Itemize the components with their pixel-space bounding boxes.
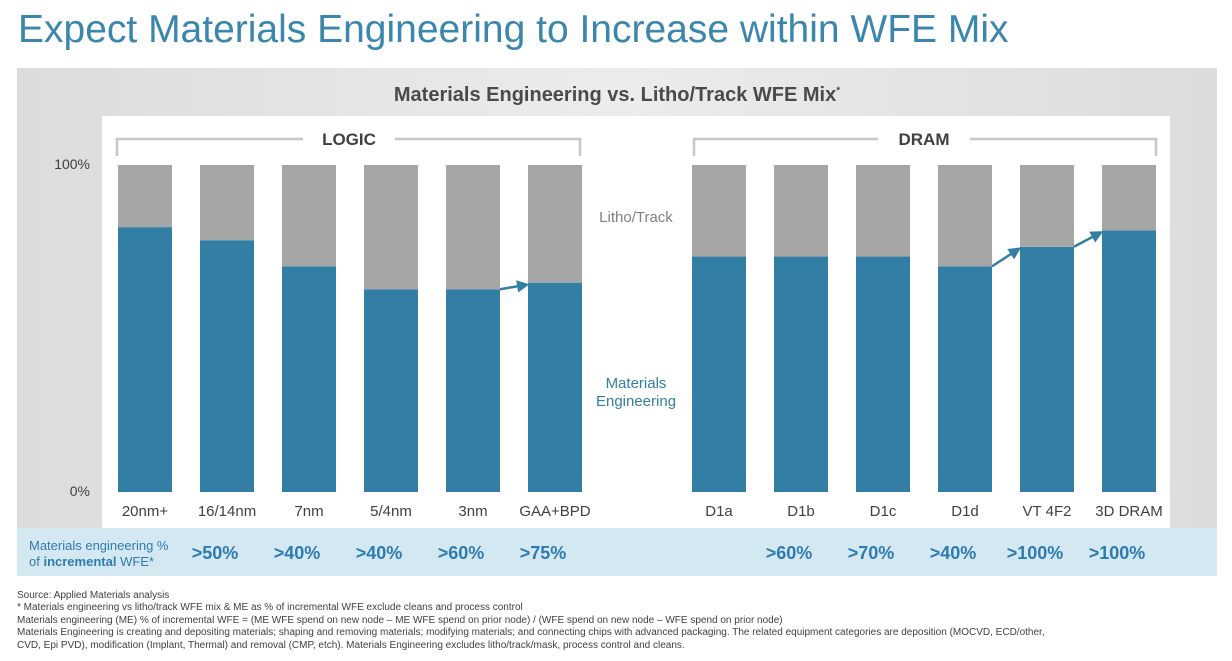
incremental-value: >100% [1089,543,1146,563]
incremental-value: >60% [438,543,485,563]
x-tick-label: D1a [705,503,733,520]
bar-litho-track [200,165,254,241]
bar-materials-engineering [692,256,746,492]
chart-title-text: Materials Engineering vs. Litho/Track WF… [393,84,837,106]
x-tick-label: 16/14nm [198,503,256,520]
incremental-row-label-part: of [29,554,43,569]
series-label-materials-engineering: Engineering [596,393,676,410]
incremental-value: >70% [848,543,895,563]
bar-litho-track [446,165,500,290]
bar-litho-track [938,165,992,267]
x-tick-label: 7nm [294,503,323,520]
group-bracket [115,137,582,156]
y-tick-label-100: 100% [54,156,90,172]
bar-materials-engineering [282,266,336,492]
footnote-definition-cont: CVD, Epi PVD), modification (Implant, Th… [17,639,685,651]
x-tick-label: 5/4nm [370,503,412,520]
incremental-row-label-part: WFE* [116,554,154,569]
footnote-definition: Materials Engineering is creating and de… [17,627,1045,639]
bar-litho-track [282,165,336,267]
incremental-row-label: of incremental WFE* [29,554,154,569]
chart-title-footnote-mark: * [836,85,841,97]
plot-area [102,116,1170,528]
trend-arrow [991,247,1022,268]
bar-litho-track [856,165,910,257]
bar-materials-engineering [938,266,992,492]
bar-materials-engineering [118,227,172,492]
incremental-value: >40% [930,543,977,563]
chart-title: Materials Engineering vs. Litho/Track WF… [0,84,1232,107]
x-tick-label: GAA+BPD [519,503,590,520]
x-tick-label: D1c [870,503,897,520]
bar-materials-engineering [1020,246,1074,492]
bar-materials-engineering [528,282,582,492]
x-tick-label: VT 4F2 [1023,503,1072,520]
bar-litho-track [1102,165,1156,231]
bar-materials-engineering [446,289,500,492]
incremental-value: >50% [192,543,239,563]
trend-arrow [1073,231,1104,248]
footnote-exclusions: * Materials engineering vs litho/track W… [17,602,523,614]
incremental-value: >75% [520,543,567,563]
bar-materials-engineering [364,289,418,492]
x-tick-label: D1d [951,503,979,520]
bar-materials-engineering [774,256,828,492]
bar-litho-track [692,165,746,257]
incremental-value: >100% [1007,543,1064,563]
incremental-row-band [17,528,1217,576]
group-label: DRAM [899,130,950,149]
incremental-value: >60% [766,543,813,563]
y-tick-label-0: 0% [70,483,90,499]
footnotes: Source: Applied Materials analysis * Mat… [17,590,1217,652]
incremental-row-label-bold: incremental [43,554,116,569]
bar-materials-engineering [856,256,910,492]
incremental-value: >40% [356,543,403,563]
x-tick-label: D1b [787,503,815,520]
x-tick-label: 3D DRAM [1095,503,1163,520]
group-bracket [692,137,1158,156]
bar-litho-track [118,165,172,228]
bar-litho-track [774,165,828,257]
bar-litho-track [528,165,582,283]
x-tick-label: 3nm [458,503,487,520]
series-label-litho-track: Litho/Track [599,209,673,226]
bar-litho-track [1020,165,1074,247]
group-label: LOGIC [322,130,376,149]
series-label-materials-engineering: Materials [606,375,667,392]
incremental-row-label: Materials engineering % [29,538,169,553]
bar-materials-engineering [200,240,254,492]
x-tick-label: 20nm+ [122,503,169,520]
footnote-formula: Materials engineering (ME) % of incremen… [17,614,783,626]
trend-arrow [499,280,530,293]
bar-litho-track [364,165,418,290]
footnote-source: Source: Applied Materials analysis [17,590,170,601]
bar-materials-engineering [1102,230,1156,492]
incremental-value: >40% [274,543,321,563]
page-title: Expect Materials Engineering to Increase… [18,8,1009,51]
